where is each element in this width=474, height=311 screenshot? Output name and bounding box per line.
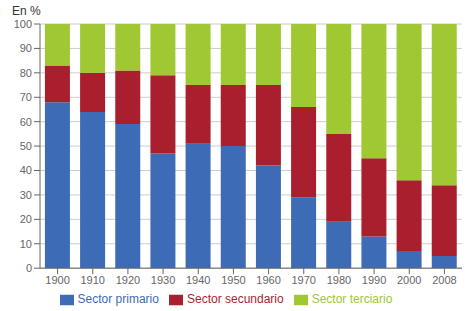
svg-text:30: 30 [20, 189, 32, 201]
svg-text:2008: 2008 [432, 274, 456, 286]
svg-text:1910: 1910 [81, 274, 105, 286]
svg-text:50: 50 [20, 140, 32, 152]
svg-text:1950: 1950 [221, 274, 245, 286]
svg-text:1920: 1920 [116, 274, 140, 286]
svg-text:2000: 2000 [397, 274, 421, 286]
svg-text:1970: 1970 [292, 274, 316, 286]
svg-text:40: 40 [20, 164, 32, 176]
svg-text:100: 100 [14, 18, 32, 30]
svg-text:90: 90 [20, 42, 32, 54]
svg-text:10: 10 [20, 238, 32, 250]
svg-text:80: 80 [20, 67, 32, 79]
svg-text:1990: 1990 [362, 274, 386, 286]
svg-text:1900: 1900 [45, 274, 69, 286]
html-text:En %: En % [12, 4, 41, 18]
svg-text:70: 70 [20, 91, 32, 103]
svg-text:1930: 1930 [151, 274, 175, 286]
svg-text:20: 20 [20, 213, 32, 225]
html-text:Sector primario: Sector primario [77, 292, 159, 307]
svg-text:1940: 1940 [186, 274, 210, 286]
svg-text:0: 0 [26, 262, 32, 274]
svg-text:1960: 1960 [256, 274, 280, 286]
svg-text:1980: 1980 [327, 274, 351, 286]
html-text:Sector terciario: Sector terciario [311, 292, 393, 307]
html-text:Sector secundario: Sector secundario [187, 292, 284, 307]
svg-text:60: 60 [20, 116, 32, 128]
